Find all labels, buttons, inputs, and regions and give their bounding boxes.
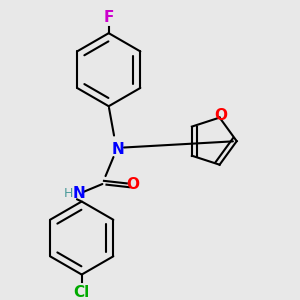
Text: O: O bbox=[215, 109, 228, 124]
Text: N: N bbox=[112, 142, 124, 157]
Text: O: O bbox=[126, 176, 139, 191]
Text: Cl: Cl bbox=[74, 284, 90, 299]
Text: N: N bbox=[72, 186, 85, 201]
Text: H: H bbox=[63, 187, 73, 200]
Text: F: F bbox=[103, 11, 114, 26]
